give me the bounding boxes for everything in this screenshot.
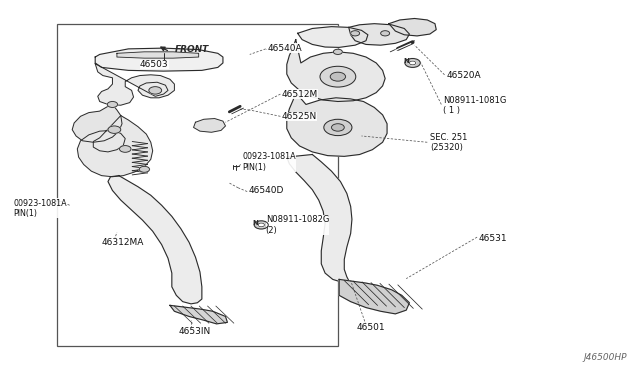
Text: 46531: 46531	[478, 234, 507, 243]
Text: 46525N: 46525N	[282, 112, 317, 121]
Polygon shape	[95, 48, 223, 71]
Text: 46540D: 46540D	[248, 186, 284, 195]
Circle shape	[140, 166, 150, 172]
Polygon shape	[117, 52, 198, 58]
Text: FRONT: FRONT	[174, 45, 209, 54]
Circle shape	[149, 87, 162, 94]
Polygon shape	[298, 27, 368, 47]
Polygon shape	[339, 279, 410, 314]
Circle shape	[330, 72, 346, 81]
Circle shape	[320, 66, 356, 87]
Polygon shape	[170, 305, 227, 324]
Polygon shape	[72, 105, 122, 142]
Circle shape	[120, 145, 131, 152]
Text: 00923-1081A
PIN(1): 00923-1081A PIN(1)	[242, 152, 296, 171]
Text: 46501: 46501	[357, 323, 386, 332]
Circle shape	[332, 124, 344, 131]
Text: N: N	[403, 58, 409, 64]
Circle shape	[405, 58, 420, 67]
Text: N08911-1081G
( 1 ): N08911-1081G ( 1 )	[444, 96, 507, 115]
Circle shape	[324, 119, 352, 136]
Text: N: N	[252, 220, 258, 226]
Text: 00923-1081A
PIN(1): 00923-1081A PIN(1)	[13, 199, 67, 218]
Circle shape	[351, 31, 360, 36]
Polygon shape	[95, 64, 174, 105]
Polygon shape	[193, 119, 225, 132]
Polygon shape	[108, 176, 202, 304]
Circle shape	[333, 49, 342, 54]
Polygon shape	[287, 154, 352, 282]
Polygon shape	[287, 93, 387, 156]
Polygon shape	[77, 116, 153, 177]
Circle shape	[254, 221, 268, 229]
Circle shape	[108, 126, 121, 134]
Polygon shape	[389, 19, 436, 36]
Text: N08911-1082G
(2): N08911-1082G (2)	[266, 215, 329, 235]
Text: SEC. 251
(25320): SEC. 251 (25320)	[430, 132, 467, 152]
Text: 4653lN: 4653lN	[178, 327, 211, 336]
Polygon shape	[349, 24, 410, 45]
Text: 46312MA: 46312MA	[102, 238, 144, 247]
Circle shape	[258, 223, 264, 227]
Text: 46520A: 46520A	[447, 71, 481, 80]
Circle shape	[410, 61, 416, 65]
Circle shape	[108, 102, 118, 108]
Bar	[57, 24, 338, 346]
Text: 46512M: 46512M	[282, 90, 318, 99]
Polygon shape	[287, 39, 385, 102]
Text: J46500HP: J46500HP	[583, 353, 627, 362]
Text: 46540A: 46540A	[268, 44, 302, 52]
Text: 46503: 46503	[140, 60, 168, 69]
Circle shape	[381, 31, 390, 36]
